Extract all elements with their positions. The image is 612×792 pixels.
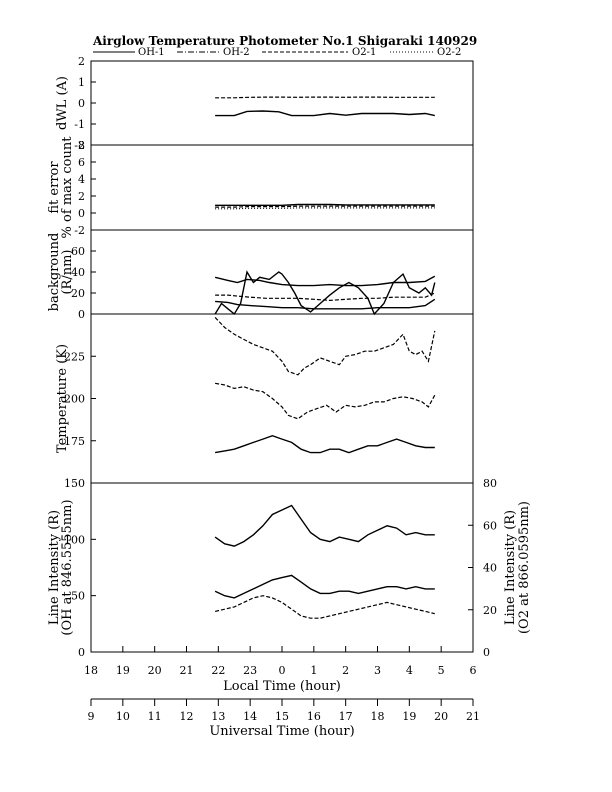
y-tick-label: 40 xyxy=(71,266,85,279)
local-time-tick-label: 23 xyxy=(243,664,257,677)
y-axis-title: dWL (A) xyxy=(55,76,70,130)
y2-tick-label: 0 xyxy=(483,646,490,659)
panel-frame xyxy=(90,313,474,484)
utc-tick-label: 20 xyxy=(434,710,448,723)
y2-axis-subtitle: (O2 at 866.0595nm) xyxy=(517,501,532,634)
local-time-tick-label: 5 xyxy=(438,664,445,677)
y2-tick-label: 20 xyxy=(483,604,497,617)
y-tick-label: 0 xyxy=(78,207,85,220)
local-time-tick-label: 20 xyxy=(148,664,162,677)
y2-tick-label: 40 xyxy=(483,562,497,575)
utc-tick-label: 12 xyxy=(180,710,194,723)
local-time-tick-label: 3 xyxy=(374,664,381,677)
y-tick-label: 175 xyxy=(64,435,85,448)
series-line-T-3 xyxy=(214,434,435,454)
y-tick-label: 0 xyxy=(78,97,85,110)
series-line-upper xyxy=(215,96,435,99)
utc-tick-label: 19 xyxy=(402,710,416,723)
series-line-a xyxy=(215,203,435,207)
utc-tick-label: 14 xyxy=(243,710,257,723)
utc-tick-label: 17 xyxy=(339,710,353,723)
series-line-T-2 xyxy=(214,382,436,420)
y2-axis-title: Line Intensity (R) xyxy=(503,510,518,625)
y-axis-title: fit error xyxy=(47,161,62,214)
local-time-axis-title: Local Time (hour) xyxy=(223,679,341,694)
y-tick-label: -1 xyxy=(74,118,85,131)
y-axis-subtitle: (OH at 846.5555nm) xyxy=(60,499,75,635)
series-line-T-1 xyxy=(214,316,436,376)
y-tick-label: 60 xyxy=(71,245,85,258)
y-tick-label: 1 xyxy=(78,76,85,89)
utc-tick-label: 9 xyxy=(88,710,95,723)
y-axis-title: Temperature (K) xyxy=(55,344,70,453)
local-time-tick-label: 1 xyxy=(310,664,317,677)
panel-frame xyxy=(90,60,474,146)
utc-tick-label: 18 xyxy=(371,710,385,723)
y-axis-subtitle: (R/nm) xyxy=(60,249,75,294)
local-time-tick-label: 6 xyxy=(470,664,477,677)
utc-axis-title: Universal Time (hour) xyxy=(209,724,354,739)
y-tick-label: 100 xyxy=(64,533,85,546)
series-line-lower xyxy=(215,110,435,117)
legend-label-o22: O2-2 xyxy=(437,47,461,58)
y-tick-label: 50 xyxy=(71,590,85,603)
series-line-bg-1 xyxy=(214,275,436,287)
y-tick-label: 200 xyxy=(64,393,85,406)
series-line-I-2 xyxy=(214,574,435,599)
y2-tick-label: 80 xyxy=(483,477,497,490)
legend-label-o21: O2-1 xyxy=(352,47,376,58)
y-tick-label: 2 xyxy=(78,55,85,68)
y-axis-subtitle: % of max count xyxy=(60,136,75,239)
panel-frame xyxy=(90,229,474,315)
y-axis-title: Line Intensity (R) xyxy=(47,510,62,625)
y-tick-label: 2 xyxy=(78,190,85,203)
legend-label-oh1: OH-1 xyxy=(138,47,165,58)
local-time-tick-label: 19 xyxy=(116,664,130,677)
series-line-b xyxy=(215,205,435,208)
local-time-tick-label: 18 xyxy=(84,664,98,677)
series-line-bg-3 xyxy=(215,298,436,310)
utc-tick-label: 21 xyxy=(466,710,480,723)
y-tick-label: 225 xyxy=(64,350,85,363)
y-tick-label: -2 xyxy=(74,139,85,152)
y-tick-label: -2 xyxy=(74,224,85,237)
series-line-c xyxy=(215,207,435,210)
legend-label-oh2: OH-2 xyxy=(223,47,250,58)
utc-tick-label: 16 xyxy=(307,710,321,723)
local-time-tick-label: 2 xyxy=(342,664,349,677)
legend: OH-1 OH-2 O2-1 O2-2 xyxy=(93,47,461,58)
y-axis-title: background xyxy=(47,233,62,312)
y2-tick-label: 60 xyxy=(483,519,497,532)
panel-fit-error: -2 0 2 4 6 8 fit error% of max count xyxy=(47,136,474,239)
series-line-bg-4 xyxy=(214,270,436,316)
utc-tick-label: 13 xyxy=(211,710,225,723)
panel-frame xyxy=(90,144,474,231)
chart-panels: -2 -1 0 1 2 dWL (A) -2 0 2 4 6 8 fit error% of max c… xyxy=(47,55,532,659)
local-time-tick-label: 0 xyxy=(279,664,286,677)
series-line-bg-2 xyxy=(215,292,436,302)
y-tick-label: 0 xyxy=(78,308,85,321)
panel-background: 0 20 40 60 background(R/nm) xyxy=(47,229,474,321)
figure-title: Airglow Temperature Photometer No.1 Shig… xyxy=(92,34,477,48)
y-tick-label: 150 xyxy=(64,477,85,490)
series-line-I-1 xyxy=(214,504,435,547)
y-tick-label: 0 xyxy=(78,646,85,659)
local-time-tick-label: 4 xyxy=(406,664,413,677)
utc-tick-label: 11 xyxy=(148,710,162,723)
series-line-I-3 xyxy=(214,595,435,619)
utc-tick-label: 15 xyxy=(275,710,289,723)
y-tick-label: 4 xyxy=(78,173,85,186)
y-tick-label: 8 xyxy=(78,139,85,152)
panel-dwl: -2 -1 0 1 2 dWL (A) xyxy=(55,55,474,152)
local-time-tick-label: 21 xyxy=(180,664,194,677)
y-tick-label: 6 xyxy=(78,156,85,169)
y-tick-label: 20 xyxy=(71,287,85,300)
utc-tick-label: 10 xyxy=(116,710,130,723)
local-time-tick-label: 22 xyxy=(211,664,225,677)
panel-frame xyxy=(90,482,474,653)
